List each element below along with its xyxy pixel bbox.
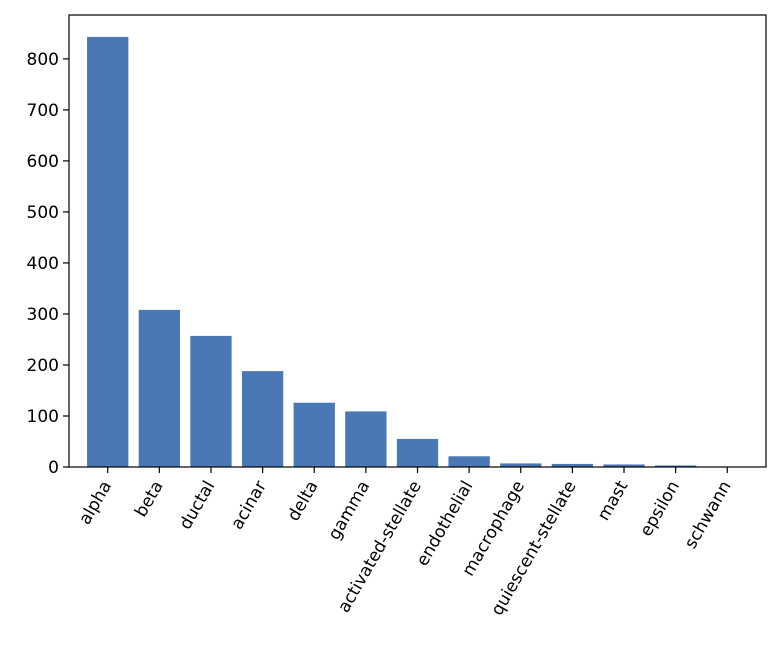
y-tick-label-0: 0 [48, 458, 59, 478]
bar-quiescent-stellate [551, 463, 594, 467]
bar-mast [603, 464, 645, 467]
x-tick-label-mast: mast [594, 477, 633, 524]
y-tick-label-100: 100 [27, 407, 59, 427]
x-tick-label-schwann: schwann [681, 478, 736, 553]
bar-beta [138, 309, 181, 467]
x-tick-label-ductal: ductal [176, 478, 220, 534]
y-tick-label-200: 200 [27, 356, 59, 376]
bar-endothelial [448, 456, 490, 467]
x-axis: alpha beta ductal acinar delta gammaactivated… [75, 467, 736, 619]
x-tick-label-gamma: gamma [325, 478, 375, 544]
y-tick-label-500: 500 [27, 203, 59, 223]
plot-frame [68, 14, 767, 468]
y-tick-label-600: 600 [27, 152, 59, 172]
bar-acinar [241, 371, 284, 467]
bars-group [87, 36, 748, 467]
y-tick-label-300: 300 [27, 305, 59, 325]
bar-activated-stellate [396, 438, 439, 467]
bar-ductal [190, 335, 232, 467]
y-axis: 0 100 200 300 400 500 600 700 800 [27, 50, 69, 478]
x-tick-label-beta: beta [131, 478, 167, 521]
y-tick-label-700: 700 [27, 101, 59, 121]
bar-epsilon [654, 465, 697, 467]
x-tick-label-delta: delta [284, 478, 323, 525]
x-tick-label-alpha: alpha [75, 478, 116, 529]
bar-gamma [345, 411, 387, 467]
x-tick-label-epsilon: epsilon [636, 478, 684, 541]
bar-alpha [87, 36, 129, 467]
bar-delta [293, 402, 335, 467]
x-tick-label-acinar: acinar [227, 477, 271, 533]
bar-macrophage [500, 463, 542, 467]
y-tick-label-400: 400 [27, 254, 59, 274]
y-tick-label-800: 800 [27, 50, 59, 70]
